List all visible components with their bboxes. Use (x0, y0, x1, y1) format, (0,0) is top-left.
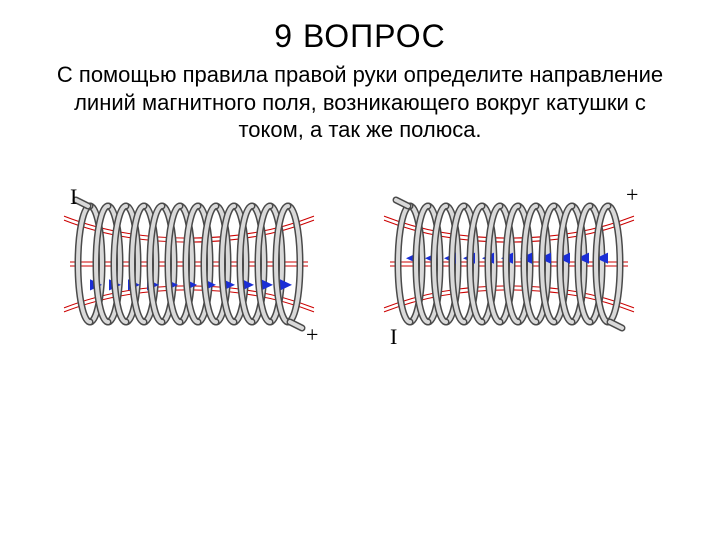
slide-title: 9 ВОПРОС (0, 18, 720, 55)
coil-left-label-in: I (70, 184, 77, 210)
coil-left-label-out: + (306, 322, 318, 348)
coil-right-label-in: I (390, 324, 397, 350)
coil-right-label-out: + (626, 182, 638, 208)
coil-left-svg (60, 174, 340, 354)
coil-right: I + (380, 174, 660, 394)
slide-body: С помощью правила правой руки определите… (40, 61, 680, 144)
coil-left: I + (60, 174, 340, 394)
figure-row: I + I + (0, 174, 720, 394)
coil-right-svg (380, 174, 660, 354)
slide: 9 ВОПРОС С помощью правила правой руки о… (0, 0, 720, 540)
